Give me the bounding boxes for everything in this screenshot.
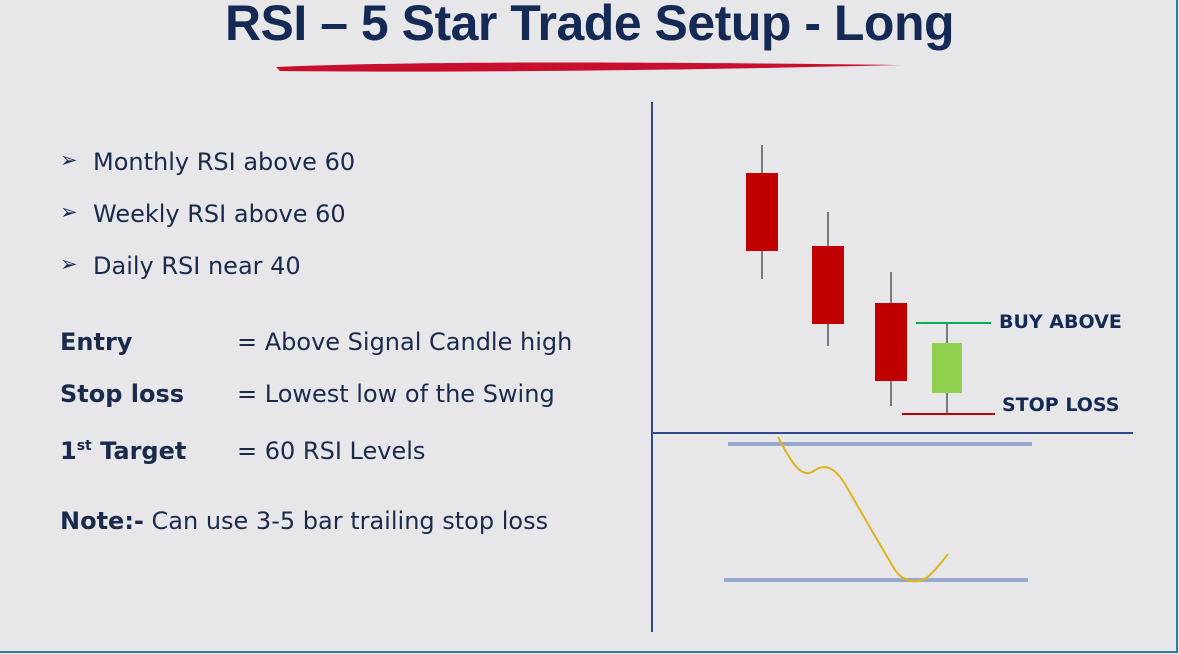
stop-loss-label: Stop loss xyxy=(60,380,185,408)
note-text: Can use 3-5 bar trailing stop loss xyxy=(143,507,549,535)
arrow-bullet-icon: ➢ xyxy=(60,148,78,172)
note: Note:- Can use 3-5 bar trailing stop los… xyxy=(60,507,548,535)
condition-text: Monthly RSI above 60 xyxy=(93,148,356,176)
note-label: Note:- xyxy=(60,507,144,535)
arrow-bullet-icon: ➢ xyxy=(60,200,78,224)
arrow-bullet-icon: ➢ xyxy=(60,252,78,276)
condition-item: ➢ Weekly RSI above 60 xyxy=(60,200,355,252)
bearish-candle xyxy=(812,212,844,346)
condition-text: Daily RSI near 40 xyxy=(93,252,301,280)
entry-value: = Above Signal Candle high xyxy=(237,328,573,356)
bullish-signal-candle xyxy=(932,323,962,415)
title-underline xyxy=(276,62,902,72)
condition-item: ➢ Daily RSI near 40 xyxy=(60,252,355,304)
condition-text: Weekly RSI above 60 xyxy=(93,200,346,228)
stop-loss-chart-label: STOP LOSS xyxy=(1002,394,1119,416)
rsi-line xyxy=(777,436,949,583)
buy-above-label: BUY ABOVE xyxy=(999,311,1122,333)
target-value: = 60 RSI Levels xyxy=(237,437,426,465)
condition-list: ➢ Monthly RSI above 60 ➢ Weekly RSI abov… xyxy=(60,148,355,304)
bearish-candle xyxy=(875,272,907,406)
bearish-candle xyxy=(746,145,778,279)
target-label: 1st Target xyxy=(60,437,187,465)
slide-title: RSI – 5 Star Trade Setup - Long xyxy=(224,0,955,51)
entry-label: Entry xyxy=(60,328,133,356)
stop-loss-value: = Lowest low of the Swing xyxy=(237,380,555,408)
condition-item: ➢ Monthly RSI above 60 xyxy=(60,148,355,200)
